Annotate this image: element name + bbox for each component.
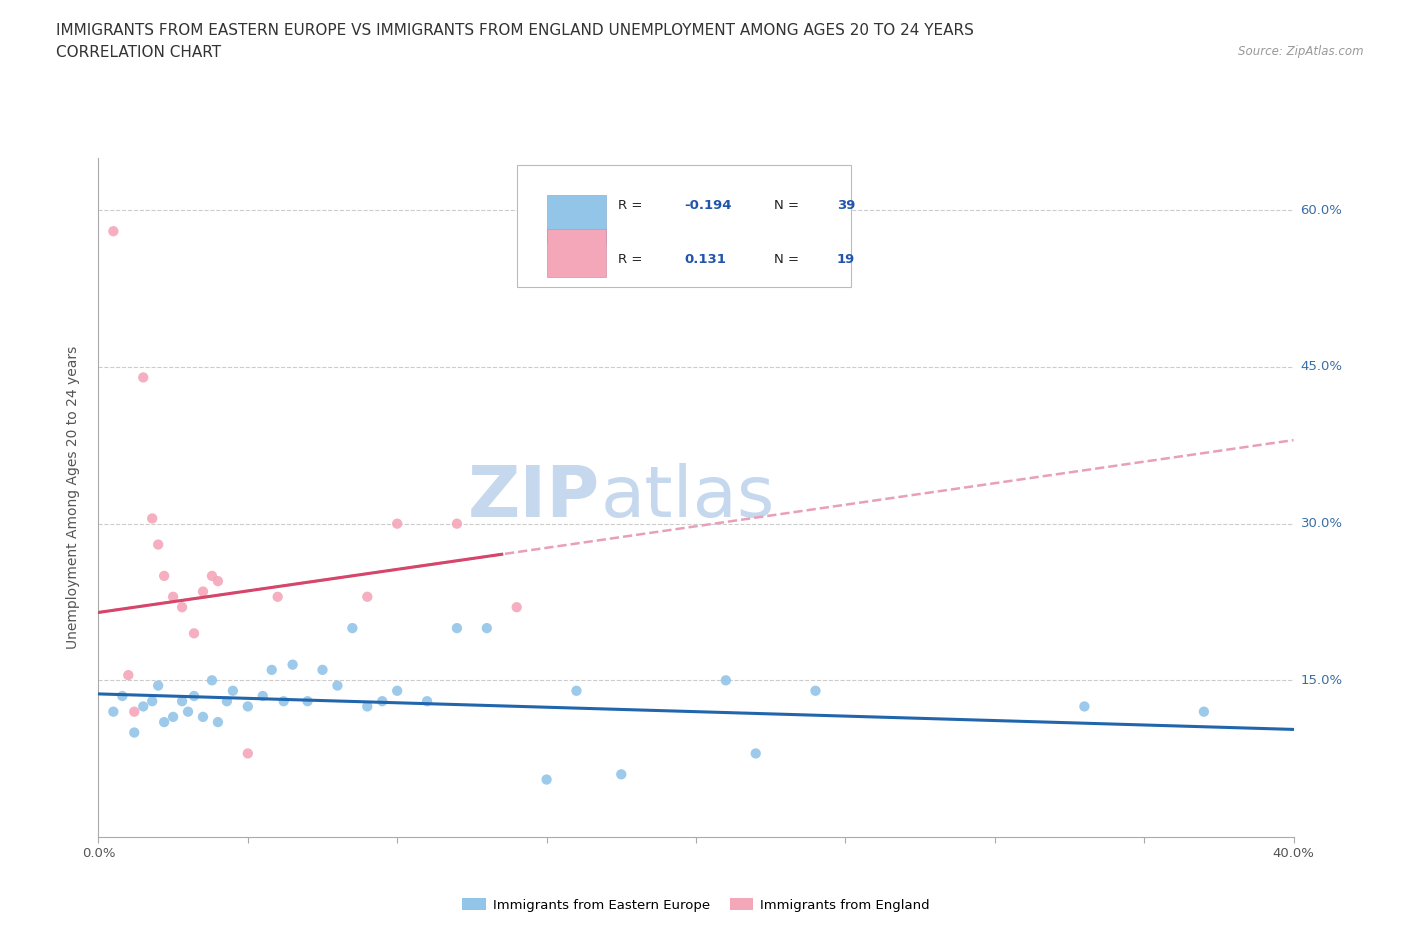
Y-axis label: Unemployment Among Ages 20 to 24 years: Unemployment Among Ages 20 to 24 years	[66, 346, 80, 649]
Point	[183, 688, 205, 703]
Text: Source: ZipAtlas.com: Source: ZipAtlas.com	[1239, 45, 1364, 58]
Text: R =: R =	[619, 199, 647, 212]
Text: 45.0%: 45.0%	[1301, 361, 1343, 374]
FancyBboxPatch shape	[547, 195, 606, 243]
Point	[141, 511, 163, 525]
Point	[326, 678, 349, 693]
Point	[153, 714, 176, 729]
Point	[1192, 704, 1215, 719]
Text: 0.131: 0.131	[685, 254, 725, 266]
Text: 15.0%: 15.0%	[1301, 674, 1343, 687]
Point	[416, 694, 439, 709]
Point	[132, 699, 155, 714]
Point	[311, 662, 333, 677]
Text: 39: 39	[837, 199, 855, 212]
Point	[281, 658, 304, 672]
Point	[215, 694, 238, 709]
Text: -0.194: -0.194	[685, 199, 731, 212]
Point	[141, 694, 163, 709]
Text: 60.0%: 60.0%	[1301, 204, 1343, 217]
Point	[273, 694, 295, 709]
Text: R =: R =	[619, 254, 651, 266]
Point	[191, 584, 214, 599]
Point	[297, 694, 319, 709]
Point	[172, 600, 194, 615]
Point	[446, 620, 468, 635]
Text: 30.0%: 30.0%	[1301, 517, 1343, 530]
FancyBboxPatch shape	[547, 230, 606, 277]
Point	[565, 684, 588, 698]
Point	[117, 668, 139, 683]
Point	[148, 538, 170, 552]
Text: 19: 19	[837, 254, 855, 266]
Point	[172, 694, 194, 709]
Point	[124, 725, 146, 740]
Point	[610, 767, 633, 782]
Point	[183, 626, 205, 641]
Point	[207, 574, 229, 589]
Point	[201, 568, 224, 583]
Point	[371, 694, 394, 709]
Point	[162, 710, 184, 724]
Point	[153, 568, 176, 583]
Point	[191, 710, 214, 724]
Text: N =: N =	[773, 199, 803, 212]
Point	[356, 590, 378, 604]
Point	[446, 516, 468, 531]
Point	[124, 704, 146, 719]
Point	[506, 600, 529, 615]
Point	[207, 714, 229, 729]
Text: ZIP: ZIP	[468, 463, 600, 532]
Point	[177, 704, 200, 719]
Text: CORRELATION CHART: CORRELATION CHART	[56, 45, 221, 60]
Point	[356, 699, 378, 714]
FancyBboxPatch shape	[517, 165, 851, 287]
Point	[267, 590, 290, 604]
Text: N =: N =	[773, 254, 803, 266]
Point	[111, 688, 134, 703]
Point	[236, 699, 259, 714]
Point	[804, 684, 827, 698]
Point	[201, 673, 224, 688]
Point	[162, 590, 184, 604]
Point	[745, 746, 768, 761]
Point	[103, 224, 125, 239]
Point	[475, 620, 498, 635]
Point	[252, 688, 274, 703]
Legend: Immigrants from Eastern Europe, Immigrants from England: Immigrants from Eastern Europe, Immigran…	[463, 898, 929, 912]
Point	[536, 772, 558, 787]
Point	[132, 370, 155, 385]
Text: IMMIGRANTS FROM EASTERN EUROPE VS IMMIGRANTS FROM ENGLAND UNEMPLOYMENT AMONG AGE: IMMIGRANTS FROM EASTERN EUROPE VS IMMIGR…	[56, 23, 974, 38]
Point	[222, 684, 245, 698]
Point	[385, 684, 409, 698]
Point	[385, 516, 409, 531]
Text: atlas: atlas	[600, 463, 775, 532]
Point	[103, 704, 125, 719]
Point	[342, 620, 364, 635]
Point	[1073, 699, 1095, 714]
Point	[148, 678, 170, 693]
Point	[236, 746, 259, 761]
Point	[714, 673, 737, 688]
Point	[260, 662, 283, 677]
